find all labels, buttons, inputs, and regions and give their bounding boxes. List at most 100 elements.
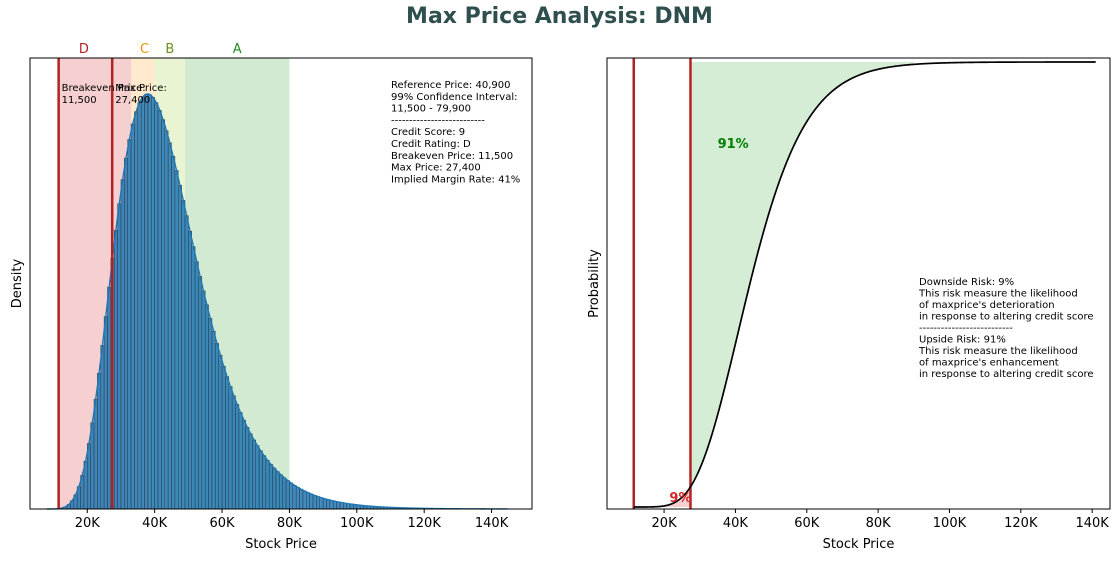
histogram-bar xyxy=(130,123,135,510)
cdf-info-line: This risk measure the likelihood xyxy=(918,346,1078,357)
cdf-x-axis-label: Stock Price xyxy=(823,537,895,552)
histogram-bar xyxy=(295,487,300,510)
histogram-bar xyxy=(198,276,203,510)
histogram-bar xyxy=(238,412,243,510)
kde-curve xyxy=(46,93,508,510)
histogram-bar xyxy=(171,156,176,510)
histogram-info-line: Implied Margin Rate: 41% xyxy=(391,174,520,185)
histogram-bar xyxy=(140,96,145,510)
histogram-axes-frame xyxy=(29,57,533,510)
histogram-bar xyxy=(113,229,118,510)
histogram-x-tick-label: 140K xyxy=(475,516,509,531)
histogram-x-tick-label: 60K xyxy=(210,516,236,531)
zone-label-b: B xyxy=(165,42,174,57)
cdf-info-line: -------------------------- xyxy=(919,323,1013,334)
histogram-bar xyxy=(127,139,132,510)
histogram-bar xyxy=(167,142,172,510)
histogram-bar xyxy=(188,230,192,510)
histogram-bar xyxy=(282,477,287,510)
histogram-bar xyxy=(329,500,334,510)
histogram-bar xyxy=(194,261,199,510)
cdf-curve xyxy=(633,61,1096,508)
histogram-bar xyxy=(231,395,236,510)
breakeven-price-label: Breakeven Price: xyxy=(62,83,146,94)
histogram-bar xyxy=(285,480,290,510)
histogram-bar xyxy=(147,94,152,510)
histogram-bar xyxy=(245,427,250,510)
histogram-bar xyxy=(306,492,310,510)
upside-percent-label: 91% xyxy=(718,137,749,152)
cdf-info-line: in response to altering credit score xyxy=(919,369,1093,380)
histogram-bar xyxy=(258,450,263,510)
histogram-bar xyxy=(242,419,246,510)
histogram-bar xyxy=(268,464,273,510)
cdf-x-tick-label: 140K xyxy=(1075,516,1109,531)
histogram-bar xyxy=(93,398,98,510)
histogram-bar xyxy=(177,184,182,510)
histogram-info-line: Credit Score: 9 xyxy=(391,127,465,138)
histogram-bar xyxy=(225,376,230,510)
histogram-bar xyxy=(103,316,108,510)
histogram-bar xyxy=(265,459,270,510)
histogram-bar xyxy=(100,345,105,510)
histogram-bar xyxy=(252,439,256,510)
zone-label-c: C xyxy=(140,42,149,57)
histogram-info-line: -------------------------- xyxy=(391,115,485,126)
histogram-bar xyxy=(319,497,324,510)
breakeven-price-value: 11,500 xyxy=(62,95,97,106)
cdf-axes-frame xyxy=(606,57,1111,510)
histogram-x-tick-label: 40K xyxy=(142,516,168,531)
histogram-bar xyxy=(316,496,320,510)
histogram-y-axis-label: Density xyxy=(10,258,25,308)
histogram-bar xyxy=(97,372,102,510)
histogram-bar xyxy=(228,386,233,510)
histogram-bar xyxy=(184,215,189,510)
histogram-bar xyxy=(174,170,179,510)
histogram-bar xyxy=(336,501,341,510)
histogram-bar xyxy=(164,130,169,510)
histogram-bar xyxy=(302,490,307,510)
histogram-bar xyxy=(272,467,277,510)
cdf-info-line: of maxprice's deterioration xyxy=(919,300,1055,311)
histogram-bar xyxy=(137,102,142,510)
histogram-x-tick-label: 100K xyxy=(340,516,374,531)
histogram-bar xyxy=(235,404,240,510)
zone-label-a: A xyxy=(233,42,242,57)
cdf-x-tick-label: 80K xyxy=(866,516,892,531)
histogram-bar xyxy=(218,354,223,510)
histogram-bar xyxy=(255,445,260,510)
histogram-bar xyxy=(248,433,253,510)
histogram-bar xyxy=(144,93,149,510)
histogram-bar xyxy=(289,482,294,510)
histogram-bar xyxy=(107,286,112,510)
cdf-info-line: of maxprice's enhancement xyxy=(919,358,1059,369)
histogram-bar xyxy=(90,422,95,510)
histogram-bar xyxy=(161,119,166,510)
histogram-bar xyxy=(309,493,314,510)
histogram-bar xyxy=(211,330,216,510)
downside-percent-label: 9% xyxy=(669,491,691,506)
histogram-info-line: Breakeven Price: 11,500 xyxy=(391,151,513,162)
histogram-bar xyxy=(326,499,331,510)
histogram-bar xyxy=(322,498,327,510)
cdf-y-axis-label: Probability xyxy=(587,249,602,318)
histogram-x-tick-label: 120K xyxy=(408,516,442,531)
upside-fill xyxy=(690,62,914,487)
histogram-info-line: Credit Rating: D xyxy=(391,139,471,150)
histogram-x-axis-label: Stock Price xyxy=(245,537,317,552)
histogram-bar xyxy=(117,203,122,510)
histogram-x-tick-label: 20K xyxy=(75,516,101,531)
cdf-info-line: in response to altering credit score xyxy=(919,312,1093,323)
histogram-bar xyxy=(191,246,196,510)
cdf-x-tick-label: 60K xyxy=(794,516,820,531)
main-title: Max Price Analysis: DNM xyxy=(406,4,713,29)
cdf-info-line: Downside Risk: 9% xyxy=(919,277,1014,288)
histogram-bar xyxy=(181,200,186,510)
max-price-value: 27,400 xyxy=(115,95,150,106)
histogram-info-line: 99% Confidence Interval: xyxy=(391,92,517,103)
cdf-x-tick-label: 20K xyxy=(652,516,678,531)
histogram-bar xyxy=(339,502,344,510)
histogram-bar xyxy=(262,455,267,510)
cdf-panel: 91% 9% Downside Risk: 9% This risk measur… xyxy=(587,57,1111,552)
